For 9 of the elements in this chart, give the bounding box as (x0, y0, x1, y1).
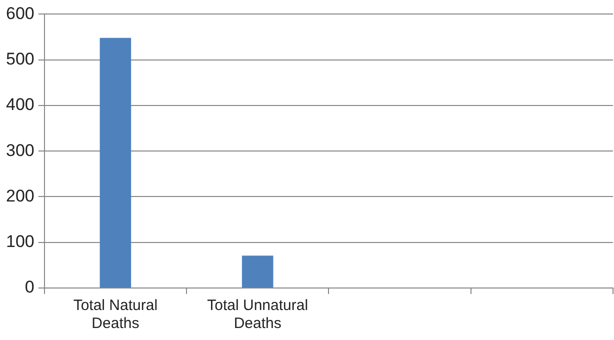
x-tick-label: Total Natural Deaths (73, 297, 158, 332)
y-tick-label: 100 (6, 232, 34, 252)
y-tick-label: 300 (6, 140, 34, 160)
y-tick-label: 400 (6, 95, 34, 114)
x-tick-label: Total Unnatural Deaths (207, 297, 308, 332)
y-tick-label: 0 (24, 278, 34, 297)
y-tick-label: 600 (6, 4, 34, 23)
y-tick-label: 200 (6, 186, 34, 206)
y-tick-label: 500 (6, 50, 34, 69)
